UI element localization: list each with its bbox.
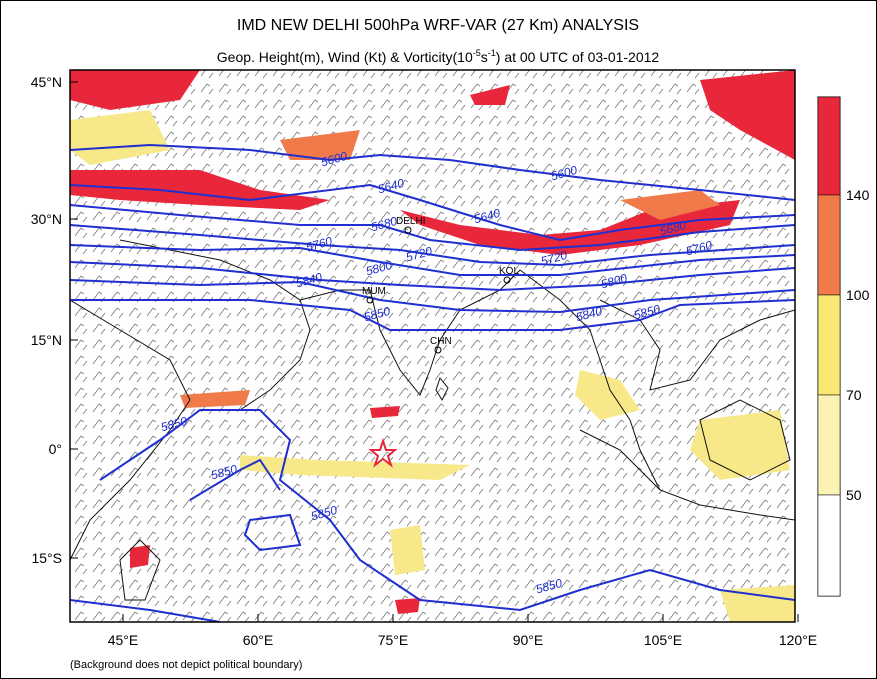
contour-label: 5850 <box>209 462 239 483</box>
city-label: MUM <box>362 286 386 297</box>
contour-label: 5760 <box>304 234 334 255</box>
subtitle-unit: s <box>481 49 488 65</box>
lat-tick-label: 30°N <box>31 211 62 227</box>
contour-label: 5720 <box>539 248 569 269</box>
contour-label: 5850 <box>362 304 392 325</box>
contour-label: 5640 <box>472 206 502 227</box>
colorbar-label: 140 <box>846 187 870 203</box>
colorbar-segment <box>817 96 841 196</box>
lon-tick-label: 60°E <box>243 632 274 648</box>
contour-label: 5850 <box>309 503 339 524</box>
subtitle-exp: -1 <box>488 48 496 58</box>
subtitle-exp: -5 <box>473 48 481 58</box>
lon-tick-label: 90°E <box>513 632 544 648</box>
colorbar-segment <box>817 494 841 597</box>
contour-label: 5640 <box>376 176 406 197</box>
contour-label: 5800 <box>364 258 394 279</box>
vorticity-shading <box>70 70 795 622</box>
colorbar-label: 50 <box>846 487 862 503</box>
lon-tick-label: 105°E <box>644 632 682 648</box>
colorbar-segment <box>817 294 841 396</box>
contour-label: 5850 <box>534 576 564 597</box>
colorbar-label: 70 <box>846 387 862 403</box>
city-marker <box>503 276 511 284</box>
lat-tick-label: 45°N <box>31 74 62 90</box>
plot-frame <box>69 69 796 623</box>
city-marker <box>366 296 374 304</box>
lon-tick-label: 75°E <box>378 632 409 648</box>
contour-label: 5720 <box>404 244 434 265</box>
contour-label: 5840 <box>294 270 324 291</box>
colorbar-segment <box>817 394 841 496</box>
plot-area <box>70 70 795 622</box>
title: IMD NEW DELHI 500hPa WRF-VAR (27 Km) ANA… <box>237 17 639 34</box>
height-contours <box>70 143 795 622</box>
contour-label: 5850 <box>159 414 189 435</box>
subtitle-lead: Geop. Height(m), Wind (Kt) & Vorticity(1… <box>217 49 473 65</box>
contour-label: 5840 <box>574 304 604 325</box>
subtitle-tail: ) at 00 UTC of 03-01-2012 <box>496 49 660 65</box>
city-label: DELHI <box>396 216 425 227</box>
lat-tick-label: 15°S <box>31 550 62 566</box>
subtitle: Geop. Height(m), Wind (Kt) & Vorticity(1… <box>217 48 660 65</box>
city-label: KOL <box>499 266 519 277</box>
wind-barbs <box>70 70 795 622</box>
contour-label: 5850 <box>632 302 662 323</box>
coastlines <box>70 239 795 601</box>
contour-label: 5600 <box>549 163 579 184</box>
lat-tick-label: 15°N <box>31 332 62 348</box>
contour-label: 5680 <box>369 214 399 235</box>
location-star <box>368 437 398 468</box>
colorbar-segment <box>817 194 841 296</box>
lat-tick-label: 0° <box>49 441 62 457</box>
footnote: (Background does not depict political bo… <box>70 659 302 671</box>
contour-label: 5800 <box>599 271 629 292</box>
city-label: CHN <box>430 336 452 347</box>
lon-tick-label: 120°E <box>779 632 817 648</box>
city-marker <box>404 226 412 234</box>
contour-label: 5600 <box>319 149 349 170</box>
lon-tick-label: 45°E <box>108 632 139 648</box>
contour-label: 5760 <box>684 238 714 259</box>
city-marker <box>434 346 442 354</box>
contour-label: 5680 <box>658 218 688 239</box>
colorbar-label: 100 <box>846 287 870 303</box>
